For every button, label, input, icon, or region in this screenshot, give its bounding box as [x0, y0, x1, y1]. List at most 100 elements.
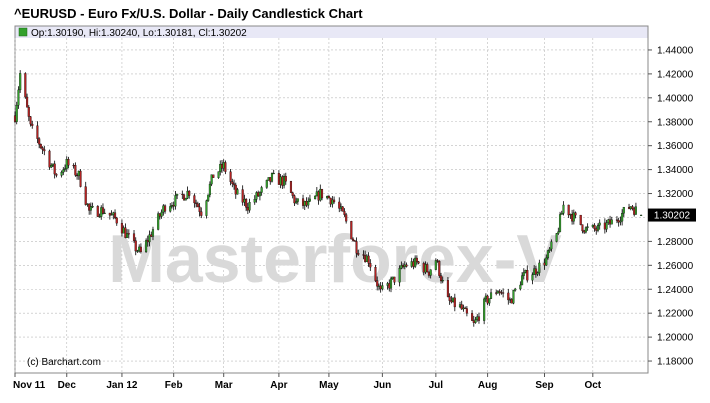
candle-body: [352, 238, 355, 241]
candle: [536, 271, 539, 277]
candle-body: [53, 163, 56, 175]
candle-body: [441, 280, 444, 282]
candle-body: [134, 240, 137, 252]
candle: [534, 265, 537, 278]
candle-body: [127, 233, 130, 235]
candle-body: [198, 206, 201, 212]
y-axis-ticks: 1.44000 1.42000 1.40000 1.38000 1.36000 1.340…: [648, 45, 694, 368]
y-tick-label: 1.38000: [657, 117, 694, 128]
candle-body: [19, 73, 22, 91]
candle-body: [531, 274, 534, 281]
candle: [207, 194, 210, 202]
candle-body: [305, 201, 308, 206]
candle-body: [169, 206, 172, 212]
candle: [217, 171, 220, 179]
candle-body: [38, 138, 41, 145]
candle: [326, 195, 329, 200]
candle: [343, 208, 346, 217]
candle-body: [545, 257, 548, 266]
candle-body: [369, 263, 372, 268]
candle-body: [609, 219, 612, 225]
candle: [634, 202, 637, 215]
candle-body: [84, 186, 87, 205]
y-tick-label: 1.20000: [657, 333, 694, 344]
candle-body: [100, 207, 103, 217]
candle: [127, 229, 130, 239]
candle-body: [136, 250, 139, 252]
candle-body: [439, 275, 443, 282]
candle: [315, 187, 318, 197]
candle: [593, 223, 596, 232]
candle: [398, 265, 401, 287]
candle: [483, 297, 486, 325]
candle-body: [224, 162, 227, 172]
candle: [415, 255, 418, 265]
candle: [212, 174, 215, 178]
x-tick-label: Aug: [478, 380, 497, 391]
candle-body: [320, 188, 324, 199]
candle-body: [572, 212, 575, 222]
candle: [224, 160, 227, 175]
candle-body: [303, 201, 306, 206]
candle-body: [341, 206, 344, 212]
candle-body: [124, 227, 127, 238]
candle-body: [248, 202, 251, 211]
x-tick-label: Jul: [429, 380, 444, 391]
candle: [200, 207, 203, 219]
candle-body: [426, 264, 429, 273]
candle: [317, 190, 320, 205]
candle: [184, 197, 187, 201]
last-price-box: [648, 208, 696, 222]
candle: [72, 163, 75, 169]
candle: [362, 250, 365, 260]
candle: [186, 186, 189, 200]
candle: [607, 218, 610, 225]
candle: [157, 211, 160, 231]
candle-body: [232, 183, 236, 186]
candle: [345, 212, 348, 224]
candle-body: [621, 213, 624, 222]
candle-body: [67, 159, 70, 166]
candle-body: [115, 217, 118, 224]
header-band: [15, 26, 648, 38]
candle-body: [581, 224, 584, 232]
candle: [560, 210, 563, 215]
candle-body: [43, 149, 46, 152]
candle-body: [283, 175, 286, 186]
candle: [446, 276, 449, 298]
candle-body: [62, 169, 65, 173]
candle: [531, 272, 534, 285]
candle-body: [120, 223, 123, 234]
y-tick-label: 1.42000: [657, 69, 694, 80]
candle-body: [210, 174, 213, 185]
candle-body: [546, 250, 550, 259]
candle-body: [327, 196, 330, 199]
y-tick-label: 1.34000: [657, 165, 694, 176]
candle-body: [146, 240, 149, 243]
candle: [31, 120, 34, 129]
candle-body: [145, 240, 148, 253]
x-tick-label: Feb: [165, 380, 183, 391]
ohlc-legend-text: Op:1.30190, Hi:1.30240, Lo:1.30181, Cl:1…: [31, 28, 247, 39]
candle: [232, 179, 236, 190]
candle: [460, 300, 463, 310]
candle-body: [414, 257, 417, 267]
candle: [89, 202, 92, 215]
candle: [353, 239, 356, 242]
candle: [376, 276, 379, 291]
candle: [548, 246, 551, 253]
candle-body: [498, 291, 501, 293]
candle: [29, 115, 32, 127]
candle: [581, 224, 584, 234]
candle-body: [402, 265, 405, 267]
candle: [557, 227, 560, 236]
candle: [220, 160, 224, 173]
candle: [615, 216, 619, 224]
candle: [139, 243, 142, 254]
candle: [198, 203, 201, 217]
candle-body: [265, 179, 268, 188]
candle-body: [339, 206, 343, 209]
candle-body: [548, 248, 551, 251]
candle-body: [246, 207, 249, 211]
